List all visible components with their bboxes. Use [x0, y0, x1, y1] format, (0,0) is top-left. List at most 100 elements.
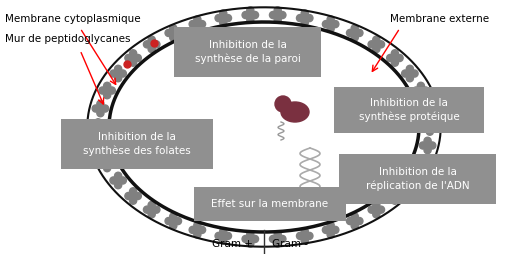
Circle shape [351, 213, 358, 220]
Circle shape [387, 54, 394, 61]
Circle shape [247, 235, 254, 243]
Circle shape [170, 222, 177, 229]
Circle shape [424, 137, 431, 144]
Circle shape [194, 21, 201, 28]
Circle shape [165, 217, 172, 225]
Circle shape [322, 21, 330, 28]
Text: Mur de peptidoglycanes: Mur de peptidoglycanes [5, 34, 131, 44]
FancyBboxPatch shape [61, 119, 213, 169]
Circle shape [274, 11, 281, 19]
Circle shape [327, 226, 334, 233]
Circle shape [431, 123, 438, 131]
Circle shape [269, 235, 277, 243]
Circle shape [279, 11, 286, 19]
Circle shape [115, 65, 122, 72]
Circle shape [351, 222, 358, 229]
Circle shape [170, 34, 177, 41]
Circle shape [417, 82, 424, 89]
Circle shape [148, 36, 155, 43]
Circle shape [115, 182, 122, 189]
Circle shape [92, 105, 99, 112]
Circle shape [406, 182, 414, 189]
Circle shape [247, 16, 254, 23]
Circle shape [104, 155, 111, 162]
Circle shape [189, 21, 196, 28]
Circle shape [413, 160, 419, 167]
Circle shape [198, 21, 206, 28]
Circle shape [170, 29, 177, 37]
Ellipse shape [281, 102, 309, 122]
Circle shape [346, 217, 353, 225]
Circle shape [274, 7, 281, 14]
Circle shape [417, 92, 424, 99]
Circle shape [306, 14, 313, 22]
Circle shape [356, 217, 363, 225]
Circle shape [115, 177, 122, 184]
Circle shape [396, 193, 403, 200]
FancyBboxPatch shape [174, 27, 321, 77]
Circle shape [175, 217, 181, 225]
Circle shape [97, 110, 104, 117]
Circle shape [247, 231, 254, 238]
Circle shape [198, 226, 206, 233]
Circle shape [391, 188, 398, 195]
Text: Inhibition de la
synthèse des folates: Inhibition de la synthèse des folates [83, 133, 191, 155]
Circle shape [99, 87, 106, 94]
Circle shape [275, 96, 291, 112]
Circle shape [189, 226, 196, 233]
Circle shape [332, 21, 339, 28]
Circle shape [165, 29, 172, 37]
Circle shape [115, 172, 122, 179]
Circle shape [220, 19, 227, 26]
Circle shape [402, 70, 409, 77]
Circle shape [130, 197, 136, 204]
Circle shape [108, 160, 115, 167]
Circle shape [194, 231, 201, 238]
Circle shape [95, 128, 102, 135]
Circle shape [373, 206, 380, 213]
Circle shape [327, 25, 334, 32]
FancyBboxPatch shape [339, 154, 496, 204]
Circle shape [428, 105, 436, 112]
Circle shape [92, 142, 99, 149]
Circle shape [175, 29, 181, 37]
Circle shape [419, 142, 426, 149]
Circle shape [306, 232, 313, 240]
Circle shape [104, 165, 111, 172]
Circle shape [413, 87, 419, 94]
Circle shape [125, 54, 132, 61]
Circle shape [301, 237, 308, 244]
Circle shape [148, 201, 155, 209]
Circle shape [406, 75, 414, 82]
Circle shape [269, 11, 277, 19]
Circle shape [424, 105, 431, 112]
Circle shape [130, 59, 136, 66]
Circle shape [396, 54, 403, 61]
Circle shape [373, 41, 380, 48]
Circle shape [424, 110, 431, 117]
FancyBboxPatch shape [334, 87, 484, 133]
Circle shape [419, 105, 426, 112]
Circle shape [153, 206, 160, 213]
Circle shape [194, 25, 201, 32]
Circle shape [97, 105, 104, 112]
Circle shape [110, 177, 117, 184]
Circle shape [215, 232, 222, 240]
Circle shape [134, 193, 141, 200]
Circle shape [327, 16, 334, 23]
Circle shape [242, 235, 249, 243]
Circle shape [406, 65, 414, 72]
Circle shape [351, 25, 358, 32]
Circle shape [373, 201, 380, 209]
Circle shape [220, 10, 227, 17]
Circle shape [134, 54, 141, 61]
Circle shape [97, 137, 104, 144]
Circle shape [301, 10, 308, 17]
Circle shape [148, 211, 155, 218]
Circle shape [251, 11, 259, 19]
Circle shape [274, 231, 281, 238]
Circle shape [417, 155, 424, 162]
FancyBboxPatch shape [194, 187, 346, 221]
Text: Membrane externe: Membrane externe [390, 14, 489, 24]
Circle shape [373, 36, 380, 43]
